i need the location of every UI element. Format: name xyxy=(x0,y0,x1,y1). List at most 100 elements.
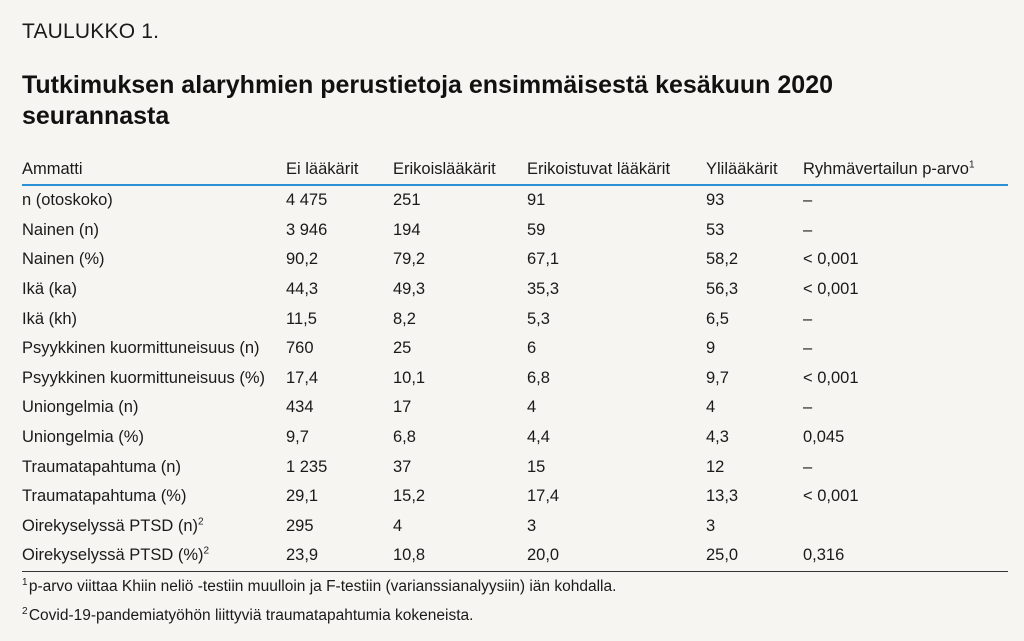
table-cell: 15 xyxy=(527,457,546,476)
table-cell: < 0,001 xyxy=(803,487,859,506)
row-label: Uniongelmia (n) xyxy=(22,398,139,417)
table-cell: 6,5 xyxy=(706,309,729,328)
table-cell: 15,2 xyxy=(393,487,426,506)
table-cell: – xyxy=(803,309,813,328)
table-cell: 29,1 xyxy=(286,487,319,506)
data-table: Ammatti Ei lääkärit Erikoislääkärit Erik… xyxy=(22,154,1008,572)
table-cell: 4 475 xyxy=(286,191,328,210)
table-row: Nainen (%) 90,2 79,2 67,1 58,2 < 0,001 xyxy=(22,245,1008,275)
table-cell: 10,8 xyxy=(393,541,527,572)
table-cell: 25,0 xyxy=(706,541,803,572)
table-cell: – xyxy=(803,398,813,417)
table-cell: – xyxy=(803,191,813,210)
table-cell: 4 xyxy=(706,398,716,417)
table-title: Tutkimuksen alaryhmien perustietoja ensi… xyxy=(22,71,833,130)
table-cell: 49,3 xyxy=(393,280,426,299)
row-label: Uniongelmia (%) xyxy=(22,428,144,447)
footnote-text: Covid-19-pandemiatyöhön liittyviä trauma… xyxy=(28,607,474,624)
table-cell: 4 xyxy=(527,398,537,417)
table-cell: 3 xyxy=(706,516,716,535)
table-cell: 1 235 xyxy=(286,457,328,476)
table-cell: 44,3 xyxy=(286,280,319,299)
column-header-chief-physicians: Ylilääkärit xyxy=(706,154,803,186)
row-label: Ikä (ka) xyxy=(22,280,78,299)
row-label: Traumatapahtuma (n) xyxy=(22,457,181,476)
table-cell: 0,045 xyxy=(803,428,845,447)
footnote-mark: 2 xyxy=(22,605,28,617)
table-row: Oirekyselyssä PTSD (%)2 23,9 10,8 20,0 25,0 0… xyxy=(22,541,1008,572)
table-row: Uniongelmia (%) 9,7 6,8 4,4 4,3 0,045 xyxy=(22,423,1008,453)
table-cell: 434 xyxy=(286,398,314,417)
table-cell: 6,8 xyxy=(393,428,416,447)
table-row: Traumatapahtuma (n) 1 235 37 15 12 – xyxy=(22,452,1008,482)
row-label: Traumatapahtuma (%) xyxy=(22,487,187,506)
table-cell: 194 xyxy=(393,220,421,239)
row-label: Nainen (n) xyxy=(22,220,100,239)
table-cell: 4,4 xyxy=(527,428,550,447)
table-cell: 25 xyxy=(393,339,412,358)
table-cell: 11,5 xyxy=(286,309,317,328)
footnote-text: p-arvo viittaa Khiin neliö -testiin muul… xyxy=(28,578,617,595)
table-cell: < 0,001 xyxy=(803,368,859,387)
table-cell: 9,7 xyxy=(286,428,309,447)
row-label: Nainen (%) xyxy=(22,250,105,269)
table-cell: 760 xyxy=(286,339,314,358)
table-cell: 6,8 xyxy=(527,368,550,387)
table-header-row: Ammatti Ei lääkärit Erikoislääkärit Erik… xyxy=(22,154,1008,186)
table-cell: 90,2 xyxy=(286,250,319,269)
table-cell: – xyxy=(803,220,813,239)
row-label: Oirekyselyssä PTSD (%)2 xyxy=(22,541,286,572)
column-header-occupation: Ammatti xyxy=(22,154,286,186)
table-row: Nainen (n) 3 946 194 59 53 – xyxy=(22,216,1008,246)
table-cell: 59 xyxy=(527,220,546,239)
row-label: Psyykkinen kuormittuneisuus (%) xyxy=(22,368,266,387)
footnote-mark: 2 xyxy=(198,516,204,528)
table-cell: 10,1 xyxy=(393,368,426,387)
footnote-mark: 1 xyxy=(968,159,975,170)
table-cell: 37 xyxy=(393,457,412,476)
table-cell xyxy=(803,512,1008,542)
table-cell: 3 xyxy=(527,516,537,535)
table-cell: – xyxy=(803,457,813,476)
column-header-p-value: Ryhmävertailun p-arvo1 xyxy=(803,154,1008,186)
table-label: TAULUKKO 1. xyxy=(22,20,160,43)
table-cell: 4 xyxy=(393,516,403,535)
row-label: n (otoskoko) xyxy=(22,191,113,210)
table-cell: 6 xyxy=(527,339,537,358)
table-cell: 91 xyxy=(527,191,546,210)
table-cell: 9 xyxy=(706,339,716,358)
row-label: Oirekyselyssä PTSD (n)2 xyxy=(22,516,204,535)
table-cell: 56,3 xyxy=(706,280,739,299)
table-row: Ikä (ka) 44,3 49,3 35,3 56,3 < 0,001 xyxy=(22,275,1008,305)
footnote-mark: 2 xyxy=(203,545,210,557)
table-cell: 17 xyxy=(393,398,412,417)
column-header-specialists: Erikoislääkärit xyxy=(393,154,527,186)
table-cell: 0,316 xyxy=(803,541,1008,572)
table-cell: 295 xyxy=(286,516,314,535)
column-header-non-doctors: Ei lääkärit xyxy=(286,154,393,186)
table-cell: < 0,001 xyxy=(803,280,859,299)
table-row: Uniongelmia (n) 434 17 4 4 – xyxy=(22,393,1008,423)
table-cell: 13,3 xyxy=(706,487,739,506)
table-cell: 23,9 xyxy=(286,541,393,572)
table-row: n (otoskoko) 4 475 251 91 93 – xyxy=(22,185,1008,216)
table-row: Traumatapahtuma (%) 29,1 15,2 17,4 13,3 < 0,0… xyxy=(22,482,1008,512)
table-cell: 79,2 xyxy=(393,250,426,269)
footnote-mark: 1 xyxy=(22,576,28,588)
table-cell: 20,0 xyxy=(527,541,706,572)
table-cell: 58,2 xyxy=(706,250,739,269)
table-cell: 9,7 xyxy=(706,368,729,387)
table-cell: – xyxy=(803,339,813,358)
table-cell: 35,3 xyxy=(527,280,560,299)
column-header-residents: Erikoistuvat lääkärit xyxy=(527,154,706,186)
table-cell: 93 xyxy=(706,191,725,210)
table-row: Psyykkinen kuormittuneisuus (n) 760 25 6 9 – xyxy=(22,334,1008,364)
table-cell: 67,1 xyxy=(527,250,560,269)
table-body: n (otoskoko) 4 475 251 91 93– Nainen (n) 3 946… xyxy=(22,185,1008,572)
table-row: Ikä (kh) 11,5 8,2 5,3 6,5 – xyxy=(22,304,1008,334)
table-row: Psyykkinen kuormittuneisuus (%) 17,4 10,1 6… xyxy=(22,364,1008,394)
table-cell: 4,3 xyxy=(706,428,729,447)
table-cell: 12 xyxy=(706,457,725,476)
table-cell: 17,4 xyxy=(527,487,560,506)
table-cell: 8,2 xyxy=(393,309,416,328)
